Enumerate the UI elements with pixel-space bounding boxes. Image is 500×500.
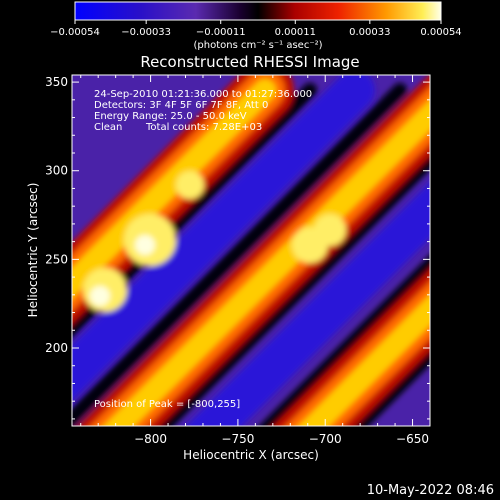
colorbar-ticks: −0.00054 −0.00033 −0.00011 0.00011 0.00033 0.… <box>50 20 462 38</box>
x-tick-label: −700 <box>309 432 342 446</box>
annotation-clean: Clean <box>94 122 122 133</box>
dark-band <box>154 150 430 426</box>
colorbar-tick-label: −0.00011 <box>196 27 246 38</box>
dark-band <box>259 255 430 426</box>
bright-band-inner <box>72 79 276 299</box>
plot-frame <box>71 74 431 427</box>
hot-spot <box>176 171 204 199</box>
annotation-peak-position: Position of Peak = [-800,255] <box>94 399 240 410</box>
annotation-time-range: 24-Sep-2010 01:21:36.000 to 01:27:36.000 <box>94 89 312 100</box>
annotation-energy-range: Energy Range: 25.0 - 50.0 keV <box>94 111 247 122</box>
x-tick-label: −750 <box>221 432 254 446</box>
bright-band-inner <box>298 294 430 426</box>
annotation-detectors: Detectors: 3F 4F 5F 6F 7F 8F, Att 0 <box>94 100 268 111</box>
footer-date: 10-May-2022 08:46 <box>367 483 494 498</box>
y-tick-label: 200 <box>45 341 68 355</box>
y-tick-label: 350 <box>45 75 68 89</box>
x-tick-label: −800 <box>134 432 167 446</box>
colorbar-tick-label: −0.00054 <box>50 27 100 38</box>
colorbar-units-label: (photons cm⁻² s⁻¹ asec⁻²) <box>193 40 322 51</box>
y-axis: 200 250 300 350 <box>45 75 430 420</box>
x-axis: −800 −750 −700 −650 <box>80 75 431 446</box>
x-tick-label: −650 <box>396 432 429 446</box>
blue-trough <box>72 75 375 402</box>
colorbar <box>74 1 442 21</box>
colorbar-tick-label: −0.00033 <box>121 27 171 38</box>
hot-spot <box>314 214 346 246</box>
colorbar-tick-label: 0.00033 <box>349 27 390 38</box>
y-tick-label: 250 <box>45 252 68 266</box>
annotations: 24-Sep-2010 01:21:36.000 to 01:27:36.000… <box>94 89 312 410</box>
chart-title: Reconstructed RHESSI Image <box>140 53 359 71</box>
colorbar-tick-label: 0.00011 <box>275 27 316 38</box>
y-tick-label: 300 <box>45 164 68 178</box>
heatmap-image <box>72 75 430 426</box>
y-axis-label: Heliocentric Y (arcsec) <box>26 183 40 318</box>
colorbar-tick-label: 0.00054 <box>420 27 461 38</box>
dark-band <box>72 83 407 426</box>
blue-trough <box>185 181 430 426</box>
peak-spot <box>90 286 110 306</box>
annotation-total-counts: Total counts: 7.28E+03 <box>145 122 262 133</box>
dark-band <box>349 345 430 426</box>
x-axis-label: Heliocentric X (arcsec) <box>183 448 319 462</box>
bright-band-inner <box>103 99 430 426</box>
peak-spot <box>135 235 155 255</box>
